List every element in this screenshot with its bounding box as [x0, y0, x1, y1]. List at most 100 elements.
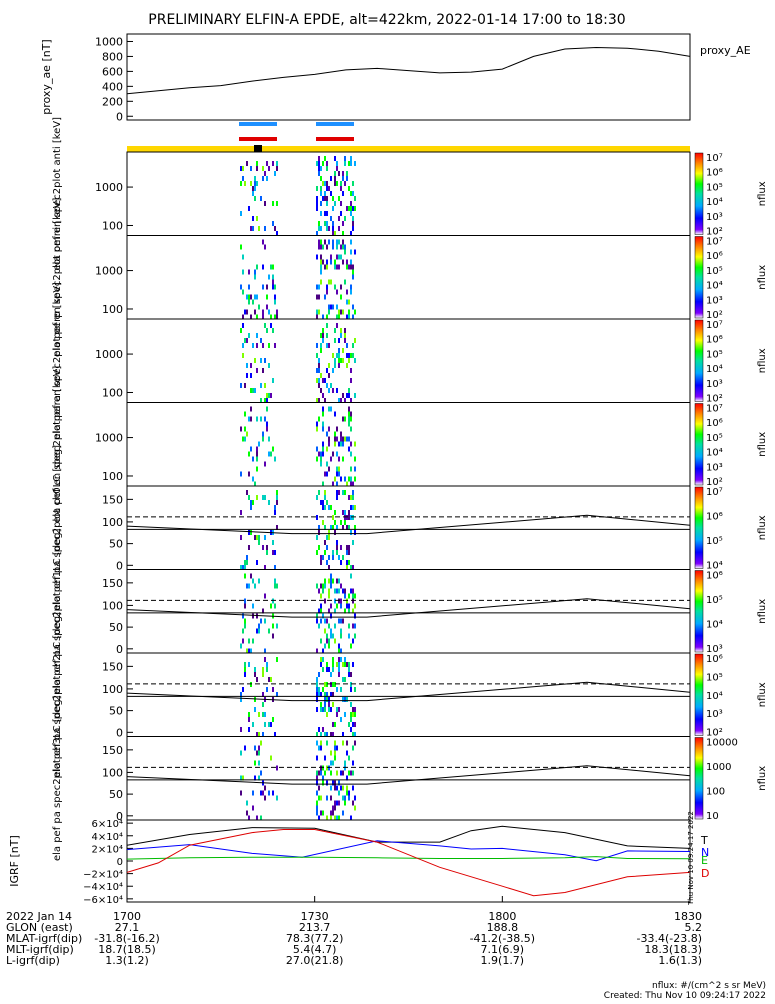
panel-ytick-label: 100 [102, 303, 123, 316]
spec-cell [344, 515, 346, 520]
spectrogram-cells [240, 156, 356, 236]
spec-cell [326, 535, 328, 540]
spec-cell [350, 717, 352, 722]
spec-cell [316, 421, 318, 427]
spec-cell [268, 722, 270, 727]
spec-cell [340, 770, 342, 776]
colorbar-tick-label: 10³ [706, 379, 723, 390]
spec-cell [262, 545, 264, 550]
spec-cell [256, 264, 258, 270]
spec-cell [330, 583, 332, 589]
spec-cell [274, 314, 276, 320]
spec-cell [338, 588, 340, 594]
spec-cell [322, 583, 324, 589]
spec-cell [350, 770, 352, 776]
spec-cell [342, 436, 344, 442]
spec-cell [334, 171, 336, 176]
spec-cell [336, 161, 338, 166]
spec-cell [332, 239, 334, 245]
spec-cell [274, 505, 276, 510]
spec-cell [340, 520, 342, 525]
ephemeris-row-label: 2022 Jan 14 [6, 910, 72, 923]
spec-cell [336, 770, 338, 776]
spec-cell [262, 368, 264, 373]
spec-cell [262, 436, 264, 442]
spec-cell [332, 206, 334, 211]
spec-cell [262, 712, 264, 717]
spec-cell [322, 196, 324, 201]
spec-cell [254, 481, 256, 487]
spec-cell [344, 249, 346, 255]
spectrogram-cells [240, 490, 356, 570]
spec-cell [324, 294, 326, 300]
spec-cell [346, 353, 348, 358]
spec-cell [334, 201, 336, 206]
spec-cell [242, 323, 244, 328]
panel-frame [126, 151, 691, 236]
spec-cell [348, 545, 350, 550]
spec-cell [252, 613, 254, 619]
panel-ytick-label: 100 [102, 683, 123, 696]
spec-cell [266, 304, 268, 310]
colorbar-tick-label: 10² [706, 227, 723, 238]
spec-cell [326, 765, 328, 771]
spec-cell [270, 722, 272, 727]
spec-cell [268, 343, 270, 348]
spec-cell [256, 181, 258, 186]
spec-cell [346, 314, 348, 320]
spec-cell [330, 259, 332, 265]
spec-cell [322, 687, 324, 692]
colorbar-tick-label: 10⁵ [706, 433, 723, 444]
spec-cell [320, 732, 322, 737]
spec-cell [346, 560, 348, 565]
spec-cell [262, 790, 264, 796]
spec-cell [324, 264, 326, 270]
spec-cell [266, 406, 268, 412]
spectrogram-panel-2: ela pef en spec2plot omni [keV] 1000 100 10… [52, 197, 768, 357]
spec-cell [256, 677, 258, 682]
spec-cell [336, 800, 338, 806]
spec-cell [254, 294, 256, 300]
spec-cell [320, 608, 322, 614]
spec-cell [242, 613, 244, 619]
spec-cell [324, 196, 326, 201]
spec-cell [344, 795, 346, 801]
spec-cell [342, 810, 344, 816]
spec-cell [320, 269, 322, 275]
spec-cell [332, 231, 334, 236]
spec-cell [340, 476, 342, 482]
spec-cell [342, 795, 344, 801]
spec-cell [252, 638, 254, 644]
spec-cell [350, 264, 352, 270]
colorbar-tick-label: 100 [706, 787, 725, 798]
spec-cell [316, 790, 318, 796]
spec-cell [322, 505, 324, 510]
spec-cell [352, 712, 354, 717]
spec-cell [348, 416, 350, 422]
spec-cell [242, 176, 244, 181]
spec-cell [318, 745, 320, 751]
spec-cell [326, 196, 328, 201]
spec-cell [338, 618, 340, 624]
spec-cell [320, 583, 322, 589]
spec-cell [350, 441, 352, 447]
spec-cell [316, 550, 318, 555]
spec-cell [242, 343, 244, 348]
panel-frame [126, 485, 691, 570]
spec-cell [266, 426, 268, 432]
spec-cell [258, 732, 260, 737]
spec-cell [242, 353, 244, 358]
spec-cell [258, 745, 260, 751]
spec-cell [338, 456, 340, 462]
ephemeris-value: 1.3(1.2) [105, 954, 149, 967]
spec-cell [328, 239, 330, 245]
spec-cell [326, 201, 328, 206]
spec-cell [332, 550, 334, 555]
spec-cell [354, 805, 356, 811]
spec-cell [346, 565, 348, 570]
spec-cell [328, 426, 330, 432]
ephemeris-value: 27.1 [115, 921, 140, 934]
spec-cell [328, 406, 330, 412]
spec-cell [262, 166, 264, 171]
spec-cell [250, 166, 252, 171]
